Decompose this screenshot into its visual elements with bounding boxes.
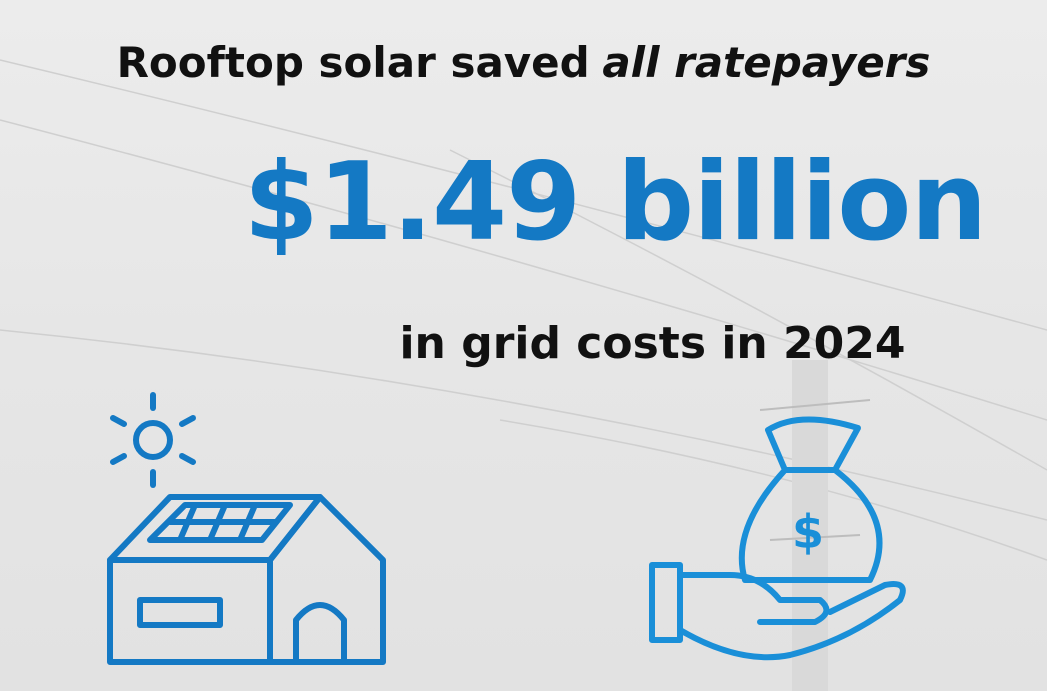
headline: Rooftop solar saved all ratepayers — [0, 38, 1047, 87]
headline-text: Rooftop solar saved — [116, 38, 590, 87]
headline-emphasis: all ratepayers — [602, 38, 931, 87]
amount: $1.49 billion — [243, 140, 988, 265]
money-hand-icon: $ — [649, 416, 906, 661]
solar-house-icon — [107, 392, 386, 665]
svg-text:$: $ — [792, 505, 824, 559]
caption: in grid costs in 2024 — [399, 318, 906, 369]
